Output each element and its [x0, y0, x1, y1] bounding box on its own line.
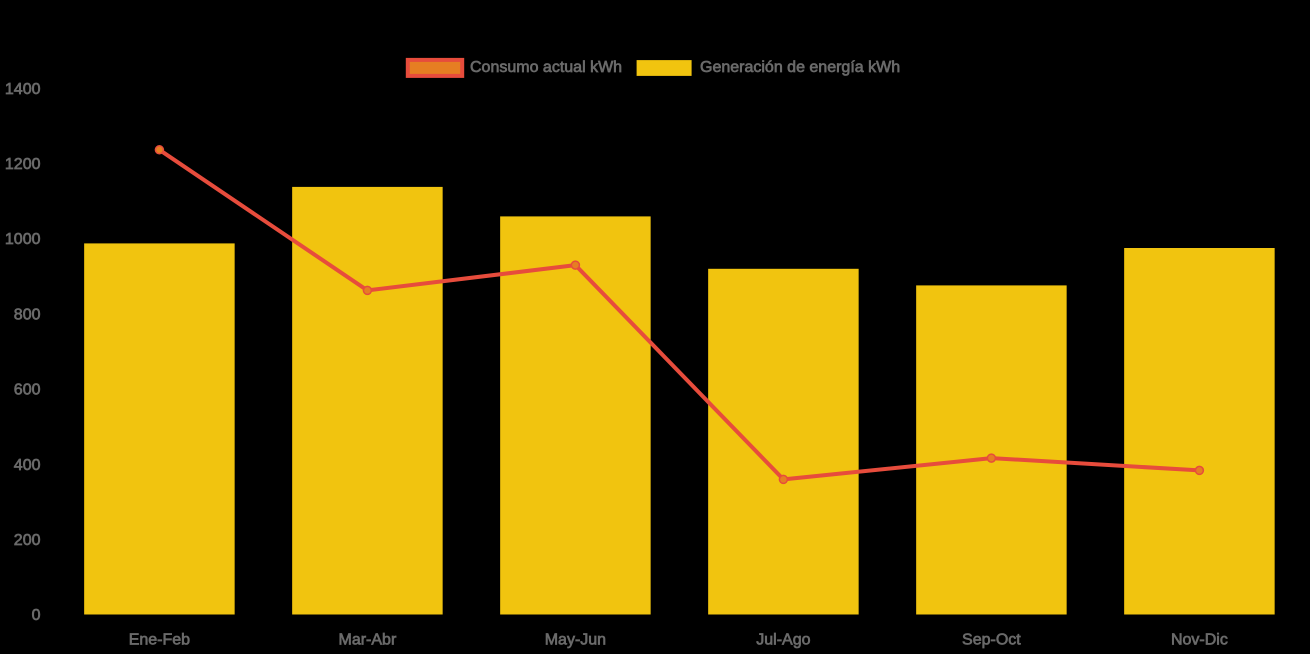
svg-text:Jul-Ago: Jul-Ago [756, 632, 810, 649]
svg-text:0: 0 [32, 607, 41, 624]
svg-text:May-Jun: May-Jun [545, 632, 606, 649]
svg-text:200: 200 [14, 532, 41, 549]
svg-text:400: 400 [14, 457, 41, 474]
svg-text:Sep-Oct: Sep-Oct [962, 632, 1021, 649]
svg-text:800: 800 [14, 306, 41, 323]
svg-text:Mar-Abr: Mar-Abr [339, 632, 397, 649]
svg-text:1000: 1000 [5, 231, 41, 248]
svg-text:1400: 1400 [5, 81, 41, 98]
svg-text:Ene-Feb: Ene-Feb [129, 632, 190, 649]
svg-text:Generación de energía kWh: Generación de energía kWh [700, 59, 900, 76]
svg-text:1200: 1200 [5, 156, 41, 173]
svg-text:600: 600 [14, 382, 41, 399]
svg-text:Nov-Dic: Nov-Dic [1171, 632, 1228, 649]
svg-text:Consumo actual kWh: Consumo actual kWh [470, 59, 622, 76]
